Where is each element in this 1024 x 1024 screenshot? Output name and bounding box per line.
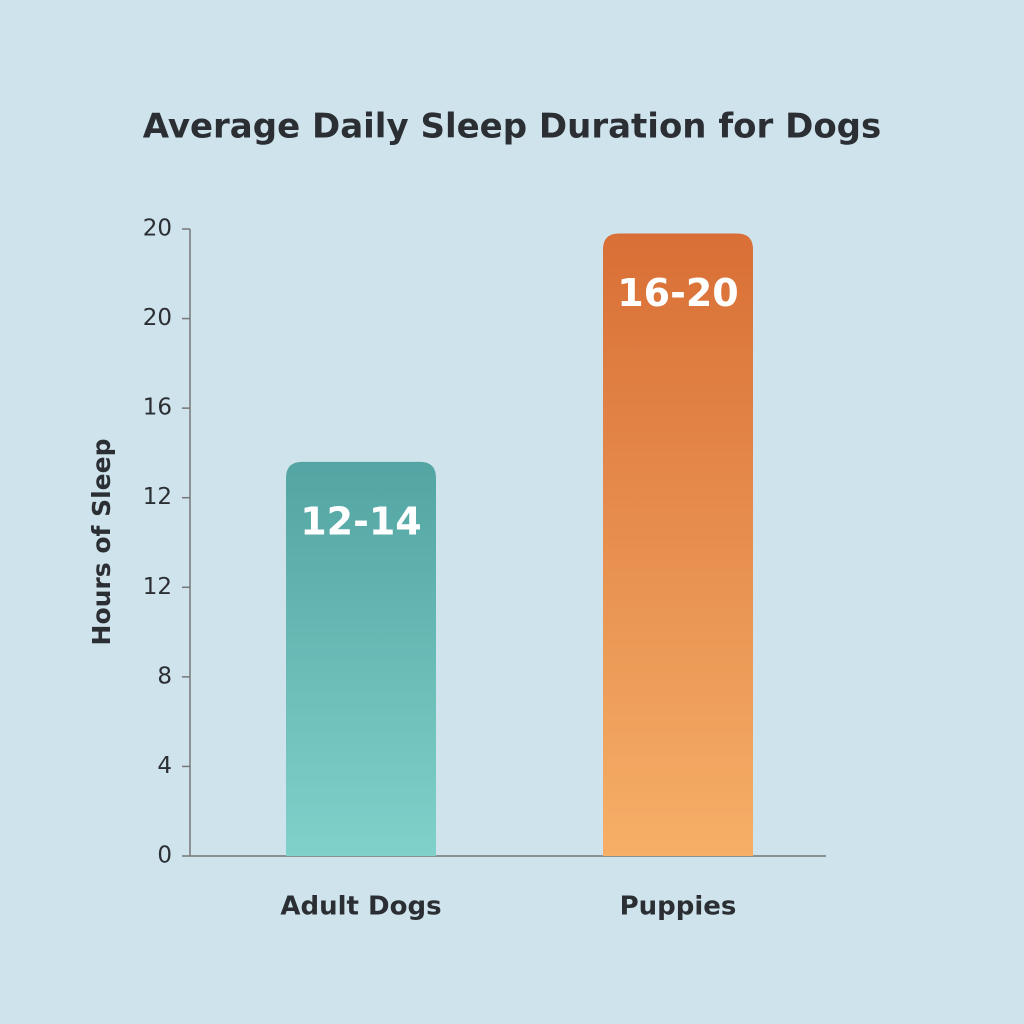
y-tick-label: 8 [157, 663, 172, 689]
chart-title: Average Daily Sleep Duration for Dogs [143, 107, 882, 147]
y-tick-label: 4 [157, 753, 172, 779]
y-tick-label: 0 [157, 843, 172, 869]
y-axis-label: Hours of Sleep [87, 439, 116, 646]
y-tick-label: 12 [143, 574, 172, 600]
y-tick-label: 20 [143, 216, 172, 242]
bar [603, 233, 753, 856]
bar [286, 461, 436, 856]
x-tick-label: Puppies [620, 892, 737, 922]
x-tick-label: Adult Dogs [280, 892, 441, 922]
y-tick-label: 16 [143, 395, 172, 421]
value-label: 12-14 [300, 499, 422, 543]
value-label: 16-20 [617, 271, 739, 315]
y-tick-label: 12 [143, 484, 172, 510]
y-tick-label: 20 [143, 305, 172, 331]
